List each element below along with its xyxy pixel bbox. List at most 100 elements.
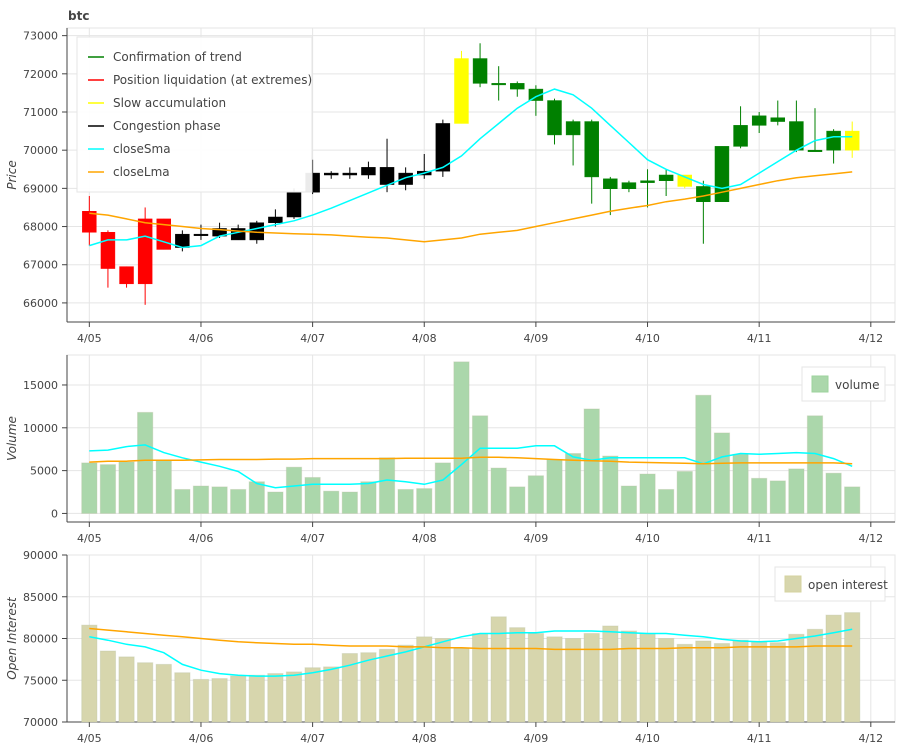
panel-3-bar (285, 671, 303, 723)
panel-2-bar (267, 491, 284, 514)
panel-2-xtick-label: 4/12 (858, 532, 883, 545)
candle-body (342, 172, 358, 176)
panel-3-bar (323, 666, 340, 723)
panel-3-ytick-label: 85000 (23, 591, 58, 604)
panel-2-series-line-sma (89, 444, 853, 489)
legend-item: Confirmation of trend (113, 50, 242, 64)
panel-3-bar (713, 643, 731, 723)
panel-2-legend-item: volume (835, 378, 879, 392)
panel-2-bar (360, 481, 377, 514)
panel-3-bar (490, 616, 507, 723)
panel-3-bar (509, 627, 526, 723)
panel-2-bar (323, 490, 340, 514)
panel-1-xtick-label: 4/07 (300, 332, 325, 345)
panel-3-bar (695, 640, 712, 723)
panel-2-bar (546, 458, 563, 514)
panel-2-bar (788, 468, 805, 514)
panel-1-ytick-label: 67000 (23, 259, 58, 272)
panel-2-bar (825, 472, 842, 514)
panel-3-xtick-label: 4/05 (77, 732, 102, 745)
panel-1-xtick-label: 4/05 (77, 332, 102, 345)
panel-3-bar (825, 614, 842, 723)
panel-3-xtick-label: 4/08 (412, 732, 437, 745)
panel-2-ytick-label: 5000 (30, 465, 58, 478)
candle-body (826, 130, 841, 151)
panel-3-bar (546, 636, 563, 723)
panel-2-bar (676, 470, 693, 514)
panel-3-bar (248, 674, 265, 723)
panel-2-bar (81, 462, 98, 514)
candle-body (472, 58, 488, 84)
panel-2-bar (99, 464, 117, 514)
panel-3-xtick-label: 4/07 (300, 732, 325, 745)
candle-body (82, 211, 97, 233)
panel-3-bar (81, 624, 98, 723)
panel-3-xtick-label: 4/12 (858, 732, 883, 745)
panel-2-bar (713, 432, 731, 514)
panel-1-xtick-label: 4/12 (858, 332, 883, 345)
panel-1-series-line-lma (89, 171, 853, 243)
panel-3-bar (378, 648, 396, 723)
candle-body (603, 178, 618, 189)
panel-2-ytick-label: 10000 (23, 422, 58, 435)
panel-2-bar (155, 459, 172, 514)
panel-2-bar (602, 455, 619, 514)
panel-2-bar (211, 486, 228, 514)
panel-2-bar (453, 361, 470, 514)
panel-3-bar (118, 656, 135, 723)
candle-body (454, 58, 469, 124)
panel-3-xtick-label: 4/10 (635, 732, 660, 745)
panel-2-bar (844, 486, 861, 514)
panel-2-bar (304, 476, 321, 514)
panel-2-ytick-label: 0 (51, 507, 58, 520)
panel-3-bar (360, 652, 377, 723)
candle-body (398, 172, 413, 185)
chart-title: btc (68, 9, 89, 23)
candle-body (677, 174, 692, 187)
panel-2-series-line-lma (89, 456, 853, 465)
panel-3-bar (602, 625, 619, 723)
panel-2-bar (471, 415, 489, 514)
candle-body (119, 266, 134, 285)
panel-1-ytick-label: 71000 (23, 106, 58, 119)
panel-3-bar (658, 638, 675, 723)
panel-2-bar (137, 411, 154, 514)
panel-2-bar (397, 488, 414, 514)
candle-body (193, 233, 209, 236)
candle-body (621, 182, 637, 189)
panel-1-ytick-label: 69000 (23, 182, 58, 195)
panel-3-bar (806, 628, 824, 723)
candle-body (640, 180, 655, 183)
panel-3-ytick-label: 70000 (23, 716, 58, 729)
candle-body (807, 149, 823, 152)
panel-1-xtick-label: 4/08 (412, 332, 437, 345)
panel-2-xtick-label: 4/05 (77, 532, 102, 545)
panel-3-bar (751, 641, 768, 723)
panel-3-ytick-label: 80000 (23, 633, 58, 646)
panel-2-bar (695, 394, 712, 514)
candle-body (547, 100, 562, 136)
panel-1-xtick-label: 4/09 (524, 332, 549, 345)
panel-2-bar (769, 480, 786, 514)
panel-1-xtick-label: 4/10 (635, 332, 660, 345)
panel-2-bar (658, 488, 675, 514)
panel-1-ytick-label: 68000 (23, 221, 58, 234)
candle-body (156, 218, 171, 250)
candle-body (584, 121, 599, 178)
panel-3-bar (267, 673, 284, 723)
candle-body (361, 167, 376, 176)
legend-item: Slow accumulation (113, 96, 226, 110)
panel-2-bar (118, 461, 135, 514)
candle-body (510, 83, 525, 90)
panel-1-ytick-label: 70000 (23, 144, 58, 157)
panel-3-xtick-label: 4/06 (189, 732, 214, 745)
panel-2-xtick-label: 4/11 (747, 532, 772, 545)
panel-2-bar (341, 491, 358, 514)
panel-3-xtick-label: 4/09 (524, 732, 549, 745)
panel-2-bar (192, 485, 210, 514)
legend-item: closeSma (113, 142, 171, 156)
candle-body (286, 191, 302, 218)
panel-2-xtick-label: 4/10 (635, 532, 660, 545)
panel-3-legend-swatch (784, 575, 802, 593)
panel-3-bar (676, 643, 693, 723)
